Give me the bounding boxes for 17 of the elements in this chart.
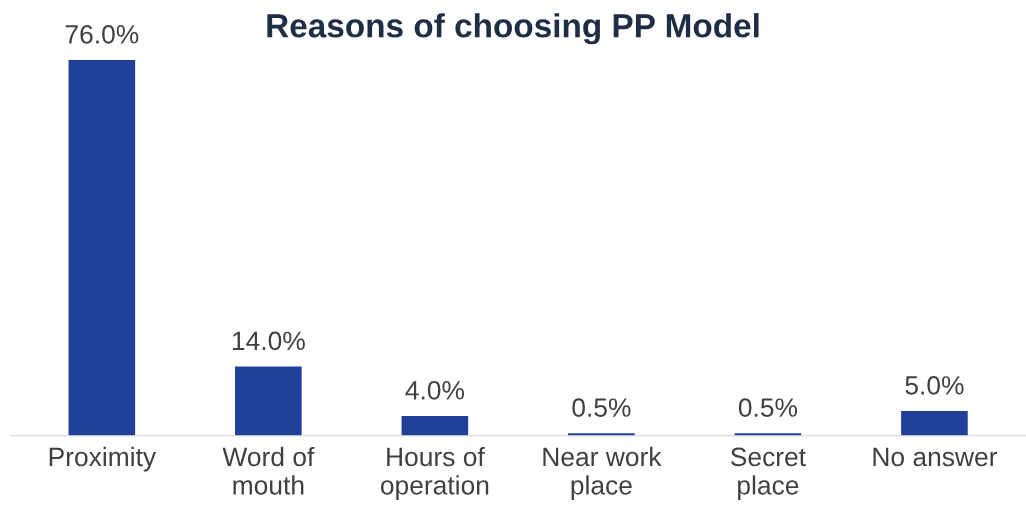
data-label: 5.0% [905,376,964,395]
x-tick-label: Word of mouth [222,446,315,495]
x-tick-label: Secret place [730,447,806,500]
data-label: 14.0% [232,331,305,351]
chart-title: Reasons of choosing PP Model [267,13,759,45]
bar [68,60,136,436]
x-tick-label: Near work place [543,446,662,500]
bar [901,411,968,436]
x-tick-label: Proximity [49,446,157,472]
x-tick-label: Hours of operation [380,446,489,500]
data-label: 76.0% [65,25,139,44]
bar [401,415,469,436]
bar [235,366,302,436]
data-label: 0.5% [738,398,798,417]
x-tick-label: No answer [873,447,998,467]
data-label: 4.0% [405,380,465,400]
data-label: 0.5% [572,398,631,417]
